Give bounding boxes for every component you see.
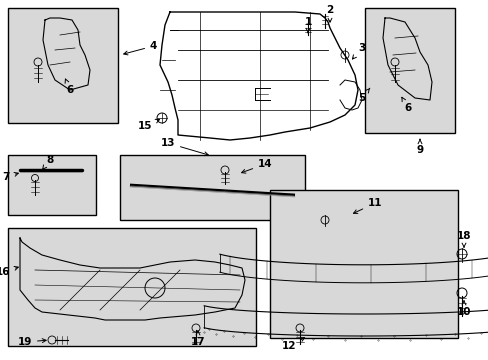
Text: 14: 14 <box>241 159 272 173</box>
Bar <box>8 228 256 346</box>
Bar <box>269 190 457 338</box>
Text: 12: 12 <box>281 338 304 351</box>
Text: 19: 19 <box>18 337 46 347</box>
Text: 1: 1 <box>304 17 311 33</box>
Bar <box>8 155 96 215</box>
Text: 8: 8 <box>42 155 54 170</box>
Bar <box>120 155 305 220</box>
Text: 3: 3 <box>352 43 365 59</box>
Bar <box>364 8 454 133</box>
Text: 4: 4 <box>123 41 157 55</box>
Text: 7: 7 <box>2 172 18 182</box>
Text: 17: 17 <box>190 331 205 347</box>
Text: 10: 10 <box>456 301 470 317</box>
Text: 18: 18 <box>456 231 470 247</box>
Text: 9: 9 <box>416 139 423 155</box>
Text: 13: 13 <box>160 138 208 156</box>
Text: 16: 16 <box>0 266 18 277</box>
Text: 5: 5 <box>357 88 369 103</box>
Text: 15: 15 <box>137 119 159 131</box>
Text: 6: 6 <box>65 79 74 95</box>
Text: 2: 2 <box>325 5 333 22</box>
Bar <box>8 8 118 123</box>
Text: 11: 11 <box>353 198 382 213</box>
Text: 6: 6 <box>401 97 411 113</box>
